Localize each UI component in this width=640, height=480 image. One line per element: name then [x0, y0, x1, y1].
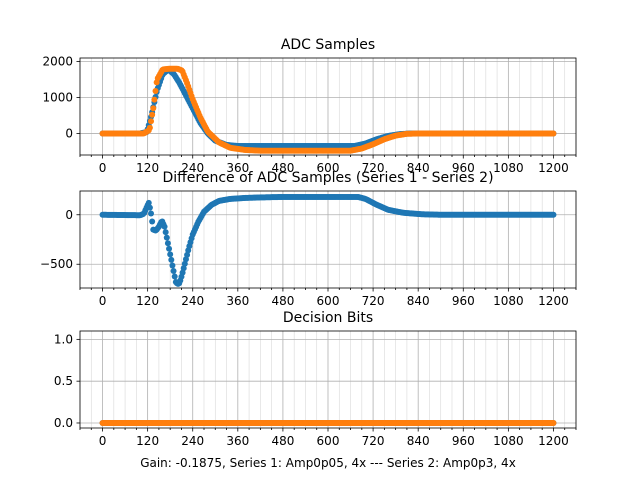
- series-1-markers: [99, 193, 557, 287]
- data-point: [164, 240, 171, 247]
- x-tick-label: 840: [407, 294, 430, 308]
- y-tick-label: 1000: [42, 91, 73, 105]
- x-tick-label: 840: [407, 161, 430, 175]
- y-tick-label: −500: [40, 257, 73, 271]
- series-2-markers: [99, 65, 557, 154]
- chart-title: ADC Samples: [281, 37, 375, 53]
- axes-frame: [79, 330, 577, 429]
- x-tick-label: 360: [226, 294, 249, 308]
- x-tick-label: 600: [317, 161, 340, 175]
- x-tick-label: 480: [271, 434, 294, 448]
- footer-caption: Gain: -0.1875, Series 1: Amp0p05, 4x ---…: [140, 456, 516, 470]
- data-point: [163, 234, 170, 241]
- x-tick-label: 1080: [493, 294, 524, 308]
- data-point: [166, 245, 173, 252]
- x-tick-label: 240: [181, 434, 204, 448]
- data-point: [149, 111, 156, 118]
- chart-title: Difference of ADC Samples (Series 1 - Se…: [162, 170, 493, 186]
- y-tick-label: 2000: [42, 55, 73, 69]
- x-tick-label: 720: [362, 161, 385, 175]
- x-tick-label: 720: [362, 294, 385, 308]
- y-tick-label: 1.0: [54, 332, 73, 346]
- x-tick-label: 120: [136, 161, 159, 175]
- data-point: [168, 256, 175, 263]
- x-tick-label: 1080: [493, 434, 524, 448]
- y-tick-label: 0.5: [54, 374, 73, 388]
- data-point: [550, 211, 557, 218]
- x-tick-label: 240: [181, 294, 204, 308]
- x-tick-label: 600: [317, 434, 340, 448]
- x-tick-label: 1200: [538, 161, 569, 175]
- data-point: [170, 268, 177, 275]
- data-point: [152, 88, 159, 95]
- x-tick-label: 1200: [538, 434, 569, 448]
- data-point: [146, 124, 153, 131]
- x-tick-label: 240: [181, 161, 204, 175]
- data-point: [161, 223, 168, 230]
- data-point: [146, 204, 153, 211]
- data-point: [150, 105, 157, 112]
- data-point: [151, 96, 158, 103]
- data-point: [145, 199, 152, 206]
- x-tick-label: 0: [99, 294, 107, 308]
- x-tick-label: 360: [226, 434, 249, 448]
- axes-frame: [79, 190, 577, 289]
- chart-title: Decision Bits: [283, 310, 373, 326]
- x-tick-label: 1200: [538, 294, 569, 308]
- data-point: [169, 262, 176, 269]
- data-point: [550, 419, 557, 426]
- axes-frame: [79, 57, 577, 156]
- x-tick-label: 480: [271, 294, 294, 308]
- data-point: [149, 218, 156, 225]
- x-tick-label: 600: [317, 294, 340, 308]
- data-point: [167, 251, 174, 258]
- x-tick-label: 0: [99, 434, 107, 448]
- difference-panel: 0 120 240 360 480 600 720 840 960 1080 1200 −500 0 Di…: [40, 170, 577, 308]
- x-tick-label: 960: [452, 434, 475, 448]
- y-tick-label: 0: [65, 126, 73, 140]
- x-tick-label: 960: [452, 294, 475, 308]
- data-point: [148, 118, 155, 125]
- x-tick-label: 720: [362, 434, 385, 448]
- x-tick-label: 960: [452, 161, 475, 175]
- data-point: [171, 273, 178, 280]
- x-tick-label: 360: [226, 161, 249, 175]
- x-tick-label: 120: [136, 434, 159, 448]
- y-tick-label: 0.0: [54, 416, 73, 430]
- y-tick-label: 0: [65, 208, 73, 222]
- series-2-markers: [99, 419, 557, 426]
- data-point: [550, 130, 557, 137]
- data-point: [162, 229, 169, 236]
- decision-bits-panel: 0 120 240 360 480 600 720 840 960 1080 1200 0.0 0.5 1…: [54, 310, 577, 448]
- adc-samples-panel: 0 120 240 360 480 600 720 840 960 1080 1200 0 1000 20…: [42, 37, 577, 175]
- data-point: [148, 210, 155, 217]
- x-tick-label: 120: [136, 294, 159, 308]
- x-tick-label: 480: [271, 161, 294, 175]
- x-tick-label: 1080: [493, 161, 524, 175]
- x-tick-label: 840: [407, 434, 430, 448]
- x-tick-label: 0: [99, 161, 107, 175]
